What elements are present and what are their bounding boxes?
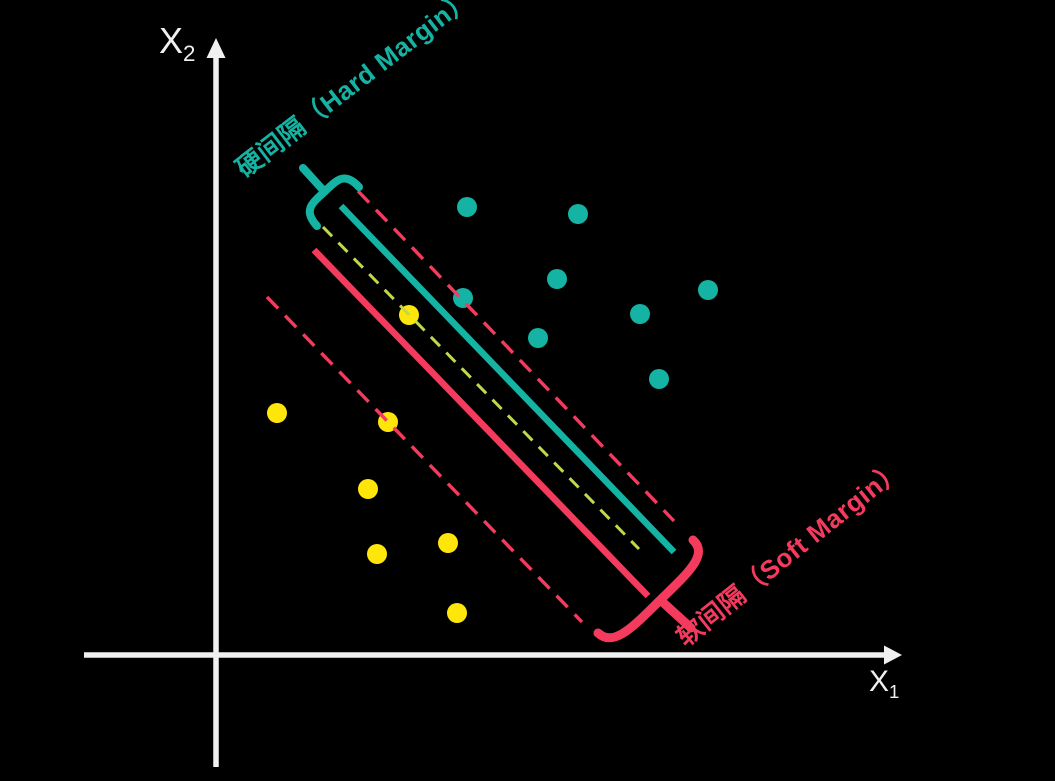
data-point-negative-class	[358, 479, 378, 499]
data-point-negative-class	[367, 544, 387, 564]
data-point-negative-class	[267, 403, 287, 423]
soft-margin-lower-dashed	[265, 295, 584, 624]
data-point-positive-class	[568, 204, 588, 224]
data-point-positive-class	[528, 328, 548, 348]
y-axis-label: X2	[159, 20, 195, 65]
data-point-positive-class	[547, 269, 567, 289]
x-axis-arrow-icon	[884, 645, 902, 665]
hard-margin-brace-icon	[299, 164, 363, 230]
hard-margin-boundary	[338, 203, 677, 555]
data-points-negative-class	[267, 305, 467, 623]
margin-braces	[299, 164, 703, 643]
data-point-negative-class	[438, 533, 458, 553]
soft-margin-upper-dashed	[356, 189, 676, 523]
hard-margin-lower-dashed	[321, 225, 641, 551]
soft-margin-brace-icon	[593, 535, 703, 643]
data-point-positive-class	[630, 304, 650, 324]
data-point-positive-class	[698, 280, 718, 300]
data-point-positive-class	[457, 197, 477, 217]
data-point-positive-class	[649, 369, 669, 389]
margin-lines	[265, 189, 677, 624]
y-axis-label-sub: 2	[183, 41, 196, 67]
data-points-positive-class	[453, 197, 718, 389]
y-axis-label-base: X	[159, 20, 184, 61]
axes	[84, 38, 902, 767]
x-axis-label-sub: 1	[889, 681, 900, 702]
data-point-negative-class	[447, 603, 467, 623]
y-axis-arrow-icon	[206, 38, 226, 58]
x-axis-label: X1	[869, 665, 900, 702]
x-axis-label-base: X	[869, 665, 890, 698]
soft-margin-boundary	[311, 247, 651, 599]
